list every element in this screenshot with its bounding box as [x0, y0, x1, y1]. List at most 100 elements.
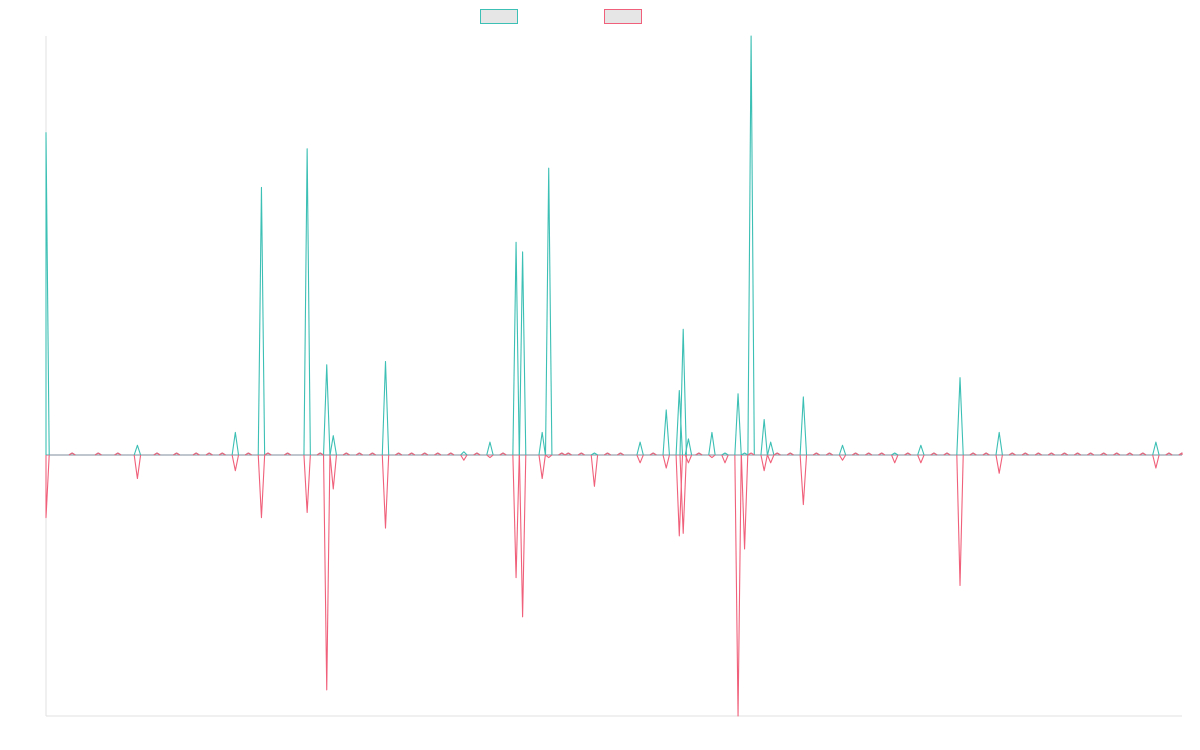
- spike-positive-42: [636, 441, 644, 456]
- spike-positive-51: [734, 393, 742, 456]
- spike-negative-79: [1074, 452, 1082, 456]
- spike-negative-43: [649, 452, 657, 456]
- spike-negative-56: [773, 452, 781, 456]
- spike-positive-32: [512, 241, 520, 456]
- spike-negative-52: [740, 454, 749, 550]
- spike-negative-1: [68, 452, 76, 456]
- spike-positive-45: [675, 389, 684, 456]
- series-layer: [45, 35, 1183, 717]
- spike-positive-28: [460, 451, 468, 456]
- spike-negative-25: [421, 452, 429, 456]
- spike-negative-83: [1126, 452, 1134, 456]
- spike-negative-3: [114, 452, 122, 456]
- spike-negative-16: [316, 452, 324, 456]
- spike-negative-31: [499, 452, 507, 456]
- spike-negative-69: [943, 452, 951, 456]
- spike-negative-13: [264, 452, 272, 456]
- spike-positive-35: [544, 167, 553, 456]
- legend-item-negative[interactable]: [604, 9, 648, 24]
- spike-negative-84: [1139, 452, 1147, 456]
- legend-swatch-positive: [480, 9, 518, 24]
- spike-negative-53: [747, 452, 755, 456]
- spike-negative-77: [1047, 452, 1055, 456]
- spike-negative-66: [904, 452, 912, 456]
- spike-negative-62: [852, 452, 860, 456]
- spike-negative-61: [838, 454, 847, 461]
- spike-negative-34: [538, 454, 546, 480]
- spike-negative-20: [355, 452, 363, 456]
- spike-negative-28: [460, 454, 468, 461]
- spike-negative-47: [684, 454, 693, 464]
- spike-negative-15: [303, 454, 311, 513]
- spike-negative-41: [617, 452, 625, 456]
- spike-negative-86: [1165, 452, 1173, 456]
- spike-negative-32: [512, 454, 520, 579]
- spike-negative-5: [153, 452, 161, 456]
- spike-positive-46: [679, 328, 687, 456]
- spike-negative-67: [917, 454, 925, 464]
- spike-positive-34: [538, 431, 546, 456]
- spike-positive-33: [518, 251, 527, 456]
- spike-negative-26: [434, 452, 442, 456]
- spike-negative-65: [891, 454, 899, 464]
- spike-negative-68: [930, 452, 938, 456]
- spike-negative-37: [564, 452, 572, 456]
- spike-negative-30: [486, 454, 494, 459]
- series-negative: [45, 452, 1183, 717]
- spike-positive-30: [486, 441, 494, 456]
- spike-negative-44: [662, 454, 670, 469]
- spike-negative-6: [173, 452, 181, 456]
- spike-negative-12: [257, 454, 266, 519]
- spike-negative-14: [284, 452, 292, 456]
- spike-positive-54: [760, 418, 768, 456]
- spike-positive-67: [917, 444, 925, 456]
- spike-negative-58: [799, 454, 808, 506]
- spike-negative-19: [342, 452, 350, 456]
- spike-positive-15: [303, 148, 311, 456]
- spike-negative-0: [45, 454, 50, 519]
- spike-negative-54: [760, 454, 768, 472]
- spike-negative-8: [205, 452, 213, 456]
- spike-positive-0: [45, 132, 50, 456]
- spike-negative-82: [1113, 452, 1121, 456]
- series-positive: [45, 35, 1183, 456]
- spike-negative-63: [865, 452, 873, 456]
- spike-negative-70: [956, 454, 964, 587]
- spike-negative-48: [695, 452, 703, 456]
- spike-positive-10: [231, 431, 240, 456]
- spike-negative-50: [721, 454, 729, 464]
- spike-positive-53: [747, 35, 755, 456]
- legend-item-positive[interactable]: [480, 9, 524, 24]
- spike-negative-76: [1034, 452, 1042, 456]
- legend-swatch-negative: [604, 9, 642, 24]
- spike-positive-85: [1152, 441, 1160, 456]
- spike-negative-60: [825, 452, 833, 456]
- spike-negative-57: [786, 452, 794, 456]
- spike-positive-73: [995, 431, 1003, 456]
- spike-positive-47: [684, 438, 693, 456]
- spike-negative-46: [679, 454, 687, 534]
- spike-negative-24: [408, 452, 416, 456]
- spike-negative-72: [982, 452, 990, 456]
- spike-negative-81: [1100, 452, 1108, 456]
- legend: [0, 9, 1200, 27]
- spike-positive-39: [590, 452, 598, 456]
- spike-negative-59: [812, 452, 820, 456]
- spike-negative-36: [558, 452, 566, 456]
- spike-negative-22: [381, 454, 390, 529]
- spike-negative-75: [1021, 452, 1029, 456]
- spike-negative-11: [244, 452, 252, 456]
- spike-negative-74: [1008, 452, 1016, 456]
- spike-negative-33: [518, 454, 527, 618]
- spike-negative-42: [636, 454, 644, 464]
- spike-positive-17: [322, 364, 331, 456]
- spike-negative-4: [133, 454, 142, 480]
- spike-negative-64: [878, 452, 886, 456]
- spike-negative-85: [1152, 454, 1160, 469]
- spike-negative-51: [734, 454, 742, 717]
- spike-positive-61: [838, 444, 847, 456]
- spike-positive-65: [891, 452, 899, 456]
- spike-negative-2: [94, 452, 102, 456]
